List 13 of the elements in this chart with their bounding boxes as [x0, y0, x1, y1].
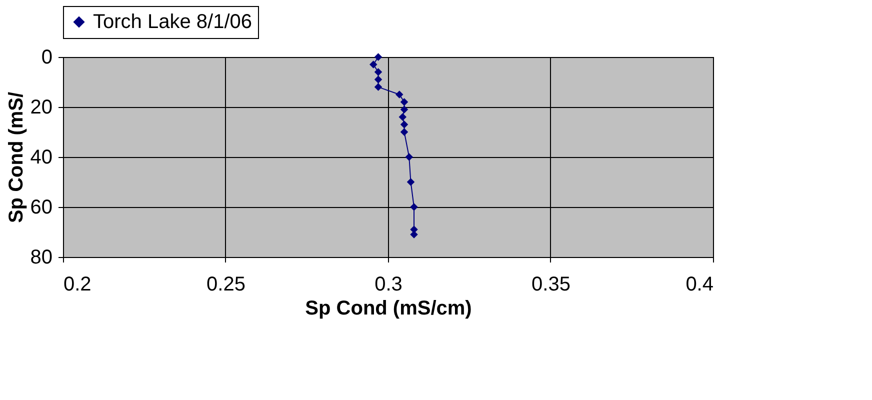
- y-tick-label: 80: [30, 246, 52, 268]
- y-tick-label: 40: [30, 146, 52, 168]
- x-tick-label: 0.4: [686, 274, 714, 296]
- x-axis-title: Sp Cond (mS/cm): [305, 298, 472, 320]
- x-tick-label: 0.2: [64, 274, 92, 296]
- y-axis-title: Sp Cond (mS/: [5, 92, 28, 224]
- y-tick-label: 20: [30, 96, 52, 118]
- y-tick-label: 60: [30, 196, 52, 218]
- x-tick-label: 0.25: [206, 274, 246, 296]
- x-tick-label: 0.35: [532, 274, 570, 296]
- y-tick-label: 0: [41, 46, 52, 68]
- legend-label: Torch Lake 8/1/06: [93, 11, 252, 33]
- x-tick-label: 0.3: [374, 274, 402, 296]
